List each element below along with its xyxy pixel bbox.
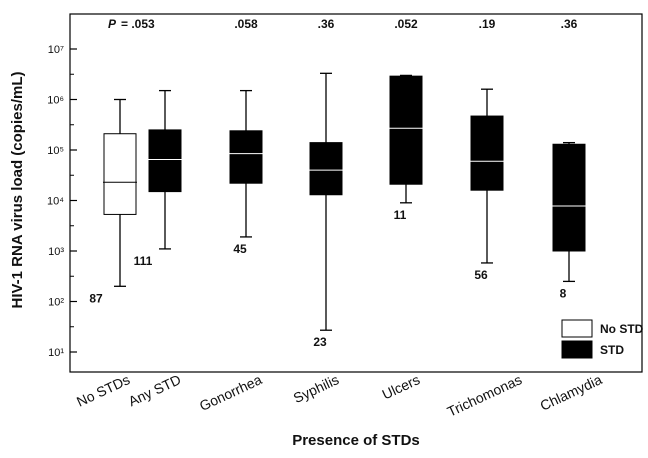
p-prefix: P [108,17,117,31]
y-tick-label: 10² [48,297,64,309]
category-label: Ulcers [380,371,423,402]
y-tick-label: 10⁵ [47,145,64,157]
sample-size-label: 8 [560,286,567,300]
p-value-label: = .053 [121,17,155,31]
legend-label-std: STD [600,343,624,357]
y-tick-label: 10¹ [48,347,64,359]
iqr-box [470,115,504,191]
y-tick-label: 10⁶ [47,95,64,107]
legend-swatch-no-std [561,319,593,338]
p-value-label: .36 [318,17,335,31]
y-tick-label: 10⁷ [48,44,64,56]
category-label: Any STD [126,371,184,409]
sample-size-label: 11 [394,208,407,222]
sample-size-label: 56 [474,268,488,282]
sample-size-label: 45 [233,242,247,256]
y-tick-label: 10³ [48,246,64,258]
y-axis-title: HIV-1 RNA virus load (copies/mL) [9,72,26,309]
p-value-labels: P = .053 .058 .36 .052 .19 .36 [108,17,578,31]
iqr-box [148,129,182,193]
y-tick-label: 10⁴ [47,196,64,208]
category-label: Trichomonas [445,371,525,419]
y-axis: 10¹ 10² 10³ 10⁴ 10⁵ 10⁶ 10⁷ [47,44,77,359]
iqr-box [229,130,263,184]
plot-frame [69,13,643,373]
legend-label-no-std: No STD [600,322,644,336]
category-label: Gonorrhea [197,371,265,414]
legend-swatch-std [561,340,593,359]
p-value-label: .058 [234,17,258,31]
iqr-box [552,143,586,252]
box-no-stds: 87 [89,98,137,305]
category-label: No STDs [74,371,132,410]
category-label: Chlamydia [538,371,605,414]
box-chlamydia: 8 [552,141,586,300]
p-value-label: .36 [561,17,578,31]
box-any-std: 111 [134,89,182,268]
box-syphilis: 23 [309,72,343,349]
p-value-label: .052 [394,17,418,31]
iqr-box [103,133,137,215]
p-value-label: .19 [479,17,496,31]
iqr-box [389,75,423,185]
sample-size-label: 23 [313,335,327,349]
sample-size-label: 111 [134,254,153,268]
sample-size-label: 87 [89,291,103,305]
box-gonorrhea: 45 [229,89,263,256]
category-label: Syphilis [291,371,341,406]
box-trichomonas: 56 [470,88,504,282]
legend: No STD STD [561,319,644,359]
box-ulcers: 11 [389,74,423,222]
x-axis-title: Presence of STDs [292,432,420,449]
iqr-box [309,142,343,196]
box-series: 87 111 45 23 11 56 8 [89,72,586,349]
